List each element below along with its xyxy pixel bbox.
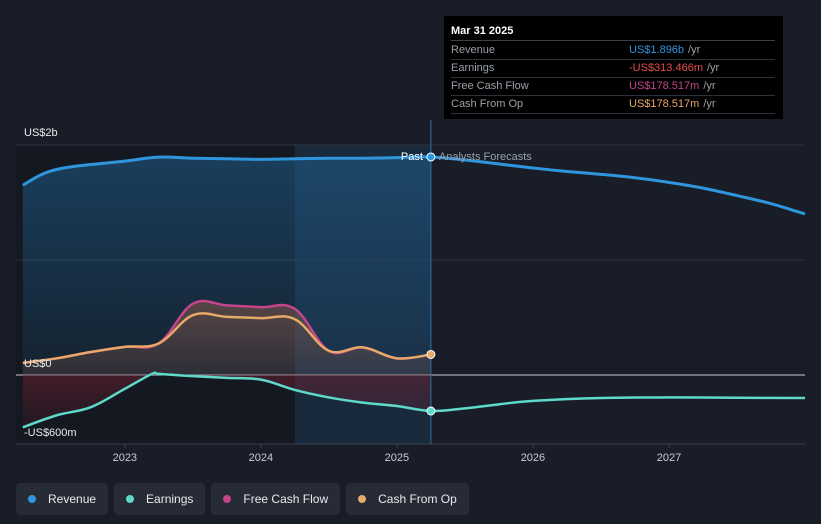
cash-from-op-line — [22, 312, 432, 365]
tooltip-label: Revenue — [451, 44, 496, 56]
tooltip-unit: /yr — [707, 62, 720, 74]
x-tick-label: 2023 — [113, 452, 137, 464]
legend-dot-icon — [28, 495, 36, 503]
legend-label: Cash From Op — [378, 492, 457, 506]
legend-dot-icon — [223, 495, 232, 503]
tooltip-label: Cash From Op — [451, 98, 524, 110]
tooltip-row: Revenue US$1.896b/yr — [451, 42, 775, 60]
tooltip-value: US$178.517m — [629, 80, 700, 92]
revenue-line — [22, 155, 806, 216]
tooltip-value: -US$313.466m — [629, 62, 703, 74]
legend-label: Free Cash Flow — [243, 492, 329, 506]
cash-area — [22, 300, 431, 375]
legend: Revenue Earnings Free Cash Flow Cash From O… — [16, 483, 469, 515]
legend-dot-icon — [126, 495, 135, 503]
legend-label: Revenue — [48, 492, 97, 506]
tooltip-row: Earnings -US$313.466m/yr — [451, 60, 775, 78]
tooltip-unit: /yr — [688, 44, 701, 56]
chart: US$2b US$0 -US$600m 2023 2024 2025 2026 2027 P… — [16, 120, 806, 464]
legend-item-free-cash-flow[interactable]: Free Cash Flow — [211, 483, 341, 515]
tooltip-label: Earnings — [451, 62, 495, 74]
legend-item-revenue[interactable]: Revenue — [16, 483, 109, 515]
tooltip-unit: /yr — [703, 80, 716, 92]
earnings-area — [22, 372, 431, 428]
tooltip-date: Mar 31 2025 — [451, 24, 775, 41]
x-tick-label: 2024 — [249, 452, 273, 464]
legend-label: Earnings — [146, 492, 194, 506]
legend-item-earnings[interactable]: Earnings — [114, 483, 206, 515]
x-tick-label: 2026 — [521, 452, 545, 464]
tooltip-value: US$1.896b — [629, 44, 685, 56]
tooltip-rows: Revenue US$1.896b/yr Earnings -US$313.466m /… — [451, 42, 775, 114]
y-axis-labels: US$2b US$0 -US$600m — [24, 127, 77, 439]
tooltip-row: Free Cash Flow US$178.517m/yr — [451, 78, 775, 96]
series-lines — [22, 155, 806, 429]
legend-dot-icon — [358, 495, 367, 503]
y-tick-label: -US$600m — [24, 427, 77, 439]
y-tick-label: US$2b — [24, 127, 58, 139]
revenue-marker — [426, 152, 436, 162]
y-tick-label: US$0 — [24, 358, 52, 370]
divider-markers: Past Analysts Forecasts — [401, 120, 532, 444]
tooltip-row: Cash From Op US$178.517m/yr — [451, 96, 775, 114]
x-axis-labels: 2023 2024 2025 2026 2027 — [113, 444, 681, 464]
x-tick-label: 2027 — [657, 452, 681, 464]
cash-from-op-marker — [426, 349, 436, 359]
earnings-marker — [426, 406, 436, 416]
tooltip-unit: /yr — [703, 98, 716, 110]
tooltip-label: Free Cash Flow — [451, 80, 529, 92]
area-fills — [22, 156, 431, 428]
forecast-label: Analysts Forecasts — [439, 151, 532, 163]
tooltip-panel: Mar 31 2025 Revenue US$1.896b/yr Earnings -… — [444, 16, 783, 119]
past-label: Past — [401, 151, 423, 163]
revenue-area — [22, 156, 431, 375]
earnings-line — [22, 371, 806, 429]
legend-item-cash-from-op[interactable]: Cash From Op — [346, 483, 469, 515]
tooltip-value: US$178.517m — [629, 98, 700, 110]
x-tick-label: 2025 — [385, 452, 409, 464]
